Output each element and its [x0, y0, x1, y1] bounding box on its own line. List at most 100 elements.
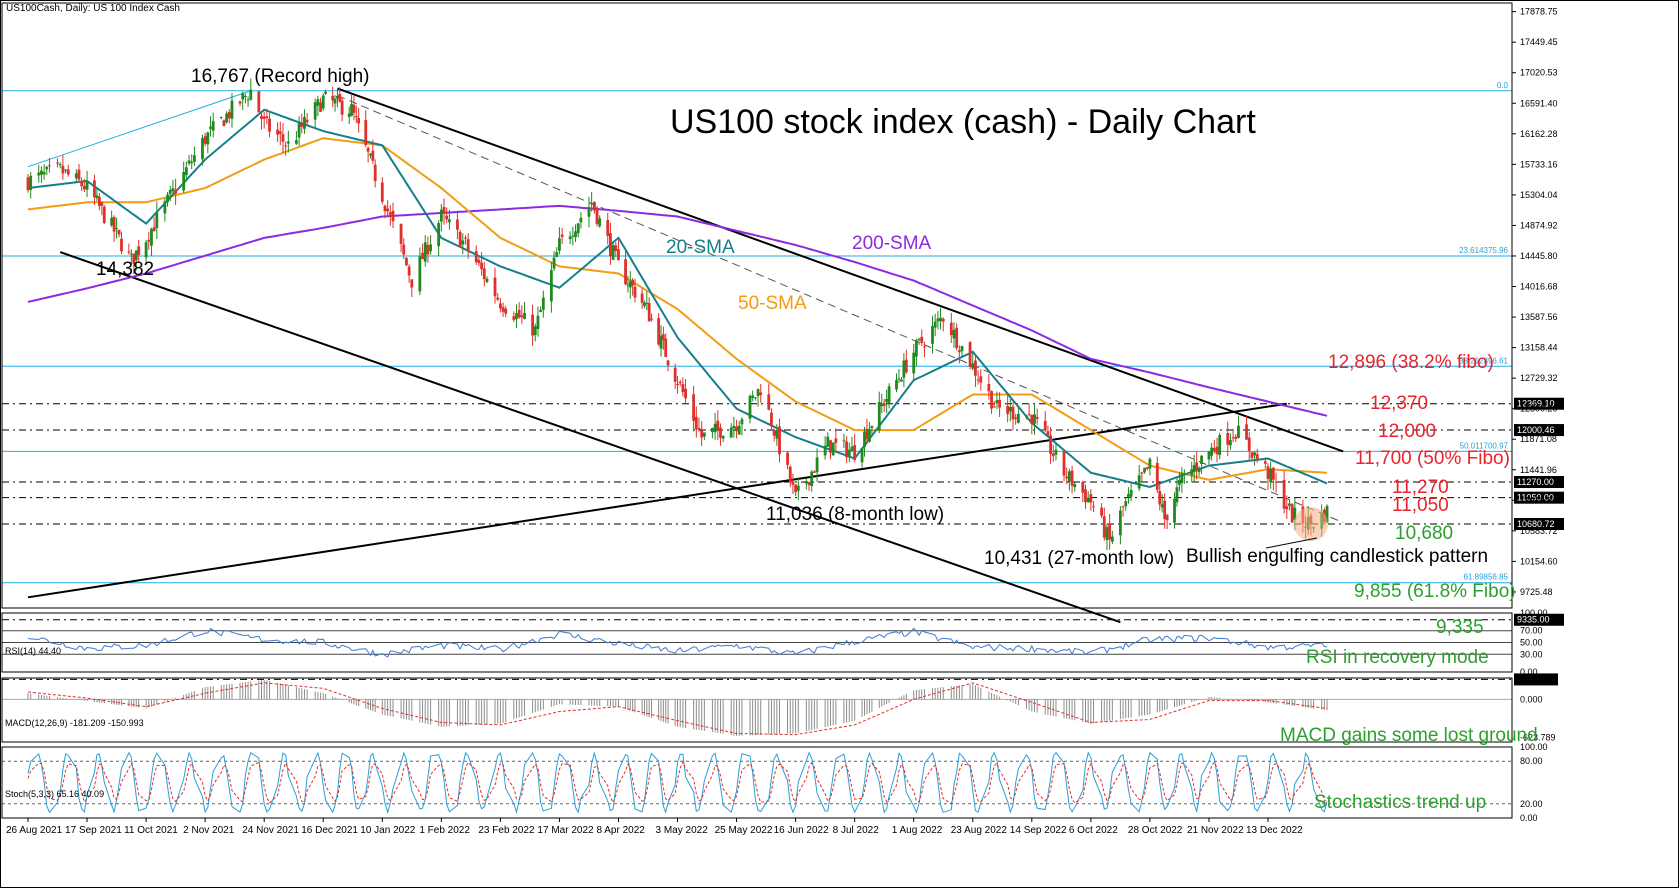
candle-body	[626, 284, 630, 286]
candle-body	[461, 240, 465, 245]
candle-body	[297, 123, 301, 138]
candle-body	[882, 402, 886, 407]
candle-body	[391, 210, 395, 222]
candle-body	[137, 246, 141, 255]
candle-body	[640, 293, 644, 303]
rsi-header: RSI(14) 44.40	[5, 646, 61, 656]
candle-body	[1035, 416, 1039, 419]
candle-body	[880, 403, 884, 406]
candle-body	[587, 207, 591, 217]
x-tick-label: 28 Oct 2022	[1128, 825, 1183, 836]
candle-body	[912, 352, 916, 374]
candle-body	[834, 438, 838, 443]
trendline-cyan	[27, 90, 251, 168]
sma50-line	[27, 137, 1328, 481]
candle-body	[826, 436, 830, 447]
candle-body	[331, 95, 335, 101]
candle-body	[127, 251, 131, 253]
candle-body	[182, 172, 186, 191]
x-tick-label: 10 Jan 2022	[360, 825, 415, 836]
candle-body	[336, 96, 339, 99]
sma20-line	[27, 108, 1328, 489]
level-12000-label: 12,000	[1378, 421, 1436, 442]
candle-body	[990, 391, 993, 409]
candle-body	[831, 442, 835, 456]
candle-body	[1086, 497, 1090, 503]
candle-body	[209, 126, 212, 129]
candle-body	[949, 322, 953, 336]
candle-body	[1148, 458, 1152, 469]
candle-body	[1218, 435, 1222, 456]
y-tick-label: 12729.32	[1520, 373, 1558, 383]
candle-body	[1237, 425, 1240, 439]
candle-body	[971, 363, 975, 369]
candle-body	[501, 307, 505, 312]
candle-body	[1247, 437, 1251, 451]
candle-body	[85, 180, 89, 190]
candle-body	[354, 116, 358, 118]
candle-body	[606, 220, 610, 236]
candle-body	[1065, 476, 1069, 479]
fibo618-label: 9,855 (61.8% Fibo)	[1354, 581, 1516, 602]
candle-body	[265, 116, 269, 118]
candle-body	[371, 150, 375, 161]
candle-body	[1030, 414, 1034, 425]
candle-body	[1105, 527, 1109, 541]
candle-body	[1229, 440, 1232, 446]
y-tick-label: 17449.45	[1520, 37, 1558, 47]
candle-body	[373, 164, 377, 182]
candle-body	[456, 219, 459, 230]
x-tick-label: 2 Nov 2021	[183, 825, 235, 836]
candle-body	[987, 383, 991, 392]
candle-body	[1108, 523, 1112, 540]
candle-body	[853, 445, 857, 460]
candle-body	[860, 448, 864, 463]
candle-body	[1192, 465, 1196, 472]
candle-body	[960, 346, 964, 352]
low-14382-label: 14,382	[96, 259, 154, 280]
y-tick-label: 15733.16	[1520, 159, 1558, 169]
candle-body	[95, 195, 99, 199]
candle-body	[1282, 479, 1286, 509]
candle-body	[203, 136, 207, 144]
candle-body	[1293, 507, 1297, 520]
candle-body	[1102, 516, 1106, 538]
candle-body	[64, 169, 67, 171]
y-tick-label: 17020.53	[1520, 68, 1558, 78]
candle-body	[1129, 490, 1133, 497]
candle-body	[150, 228, 153, 246]
level-12370-label: 12,370	[1370, 393, 1428, 414]
candle-body	[576, 223, 580, 234]
candle-body	[1027, 413, 1031, 415]
x-tick-label: 23 Aug 2022	[951, 825, 1008, 836]
candle-body	[1195, 462, 1199, 470]
candle-body	[1033, 414, 1036, 424]
candle-body	[645, 302, 649, 304]
candle-body	[868, 429, 871, 442]
level-10680-label: 10,680	[1395, 523, 1453, 544]
candle-body	[865, 428, 869, 440]
candle-body	[732, 425, 736, 429]
candle-body	[1165, 515, 1169, 521]
candle-body	[1100, 507, 1103, 516]
candle-body	[504, 308, 508, 314]
candle-body	[364, 120, 368, 145]
candle-body	[804, 482, 808, 484]
price-box-label: 10680.72	[1517, 519, 1555, 529]
y-tick-label: 13587.56	[1520, 312, 1558, 322]
candle-body	[810, 471, 814, 486]
candle-body	[102, 206, 106, 224]
price-box	[1514, 397, 1564, 410]
candle-body	[713, 423, 717, 433]
candle-body	[1124, 501, 1128, 507]
rsi-tick-label: 0.00	[1520, 667, 1538, 677]
rsi-tick-label: 30.00	[1520, 649, 1543, 659]
candle-body	[246, 99, 250, 101]
candle-body	[863, 431, 866, 448]
y-tick-label: 10583.72	[1520, 526, 1558, 536]
x-tick-label: 16 Dec 2021	[301, 825, 358, 836]
candle-body	[796, 485, 800, 491]
candle-body	[900, 379, 903, 382]
candle-body	[1046, 431, 1050, 436]
candle-body	[48, 165, 51, 167]
